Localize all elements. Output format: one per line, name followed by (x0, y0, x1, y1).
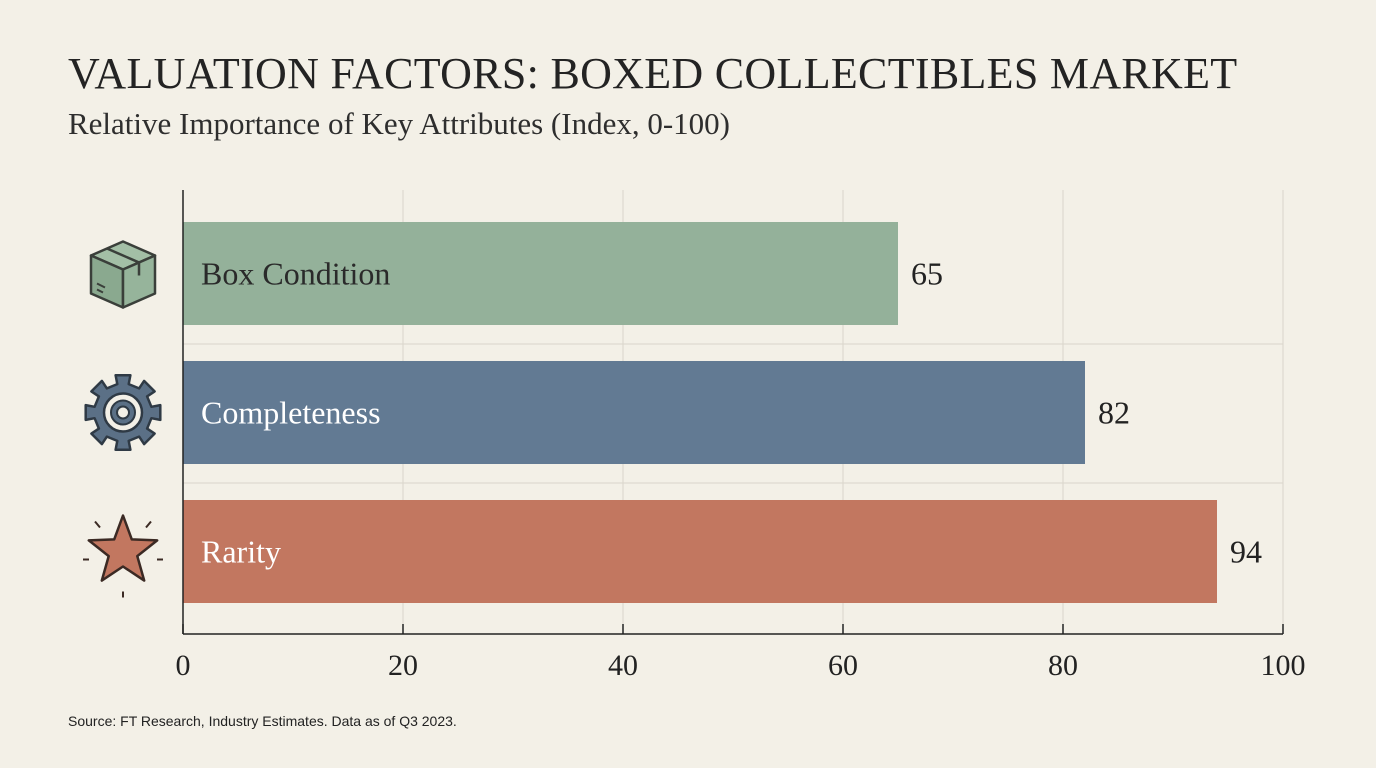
x-tick-label: 60 (828, 649, 858, 682)
bar-label: Completeness (201, 395, 381, 431)
bar (183, 222, 898, 325)
x-tick-label: 0 (176, 649, 191, 682)
box-icon (89, 240, 157, 309)
category-icons (83, 240, 163, 598)
x-tick-label: 100 (1261, 649, 1306, 682)
source-note: Source: FT Research, Industry Estimates.… (68, 713, 457, 729)
chart-title: VALUATION FACTORS: BOXED COLLECTIBLES MA… (68, 49, 1238, 98)
value-label: 94 (1230, 534, 1262, 570)
bar (183, 500, 1217, 603)
value-label: 82 (1098, 395, 1130, 431)
x-axis: 0 20 40 60 80 100 (176, 190, 1306, 682)
bar (183, 361, 1085, 464)
value-label: 65 (911, 256, 943, 292)
bar-label: Box Condition (201, 256, 390, 292)
x-tick-label: 40 (608, 649, 638, 682)
x-tick-label: 80 (1048, 649, 1078, 682)
bars: Box Condition 65 Completeness 82 Rarity 94 (183, 222, 1262, 603)
bar-label: Rarity (201, 534, 281, 570)
gear-icon (84, 373, 162, 452)
chart-subtitle: Relative Importance of Key Attributes (I… (68, 106, 730, 141)
star-icon (83, 514, 163, 598)
x-tick-label: 20 (388, 649, 418, 682)
